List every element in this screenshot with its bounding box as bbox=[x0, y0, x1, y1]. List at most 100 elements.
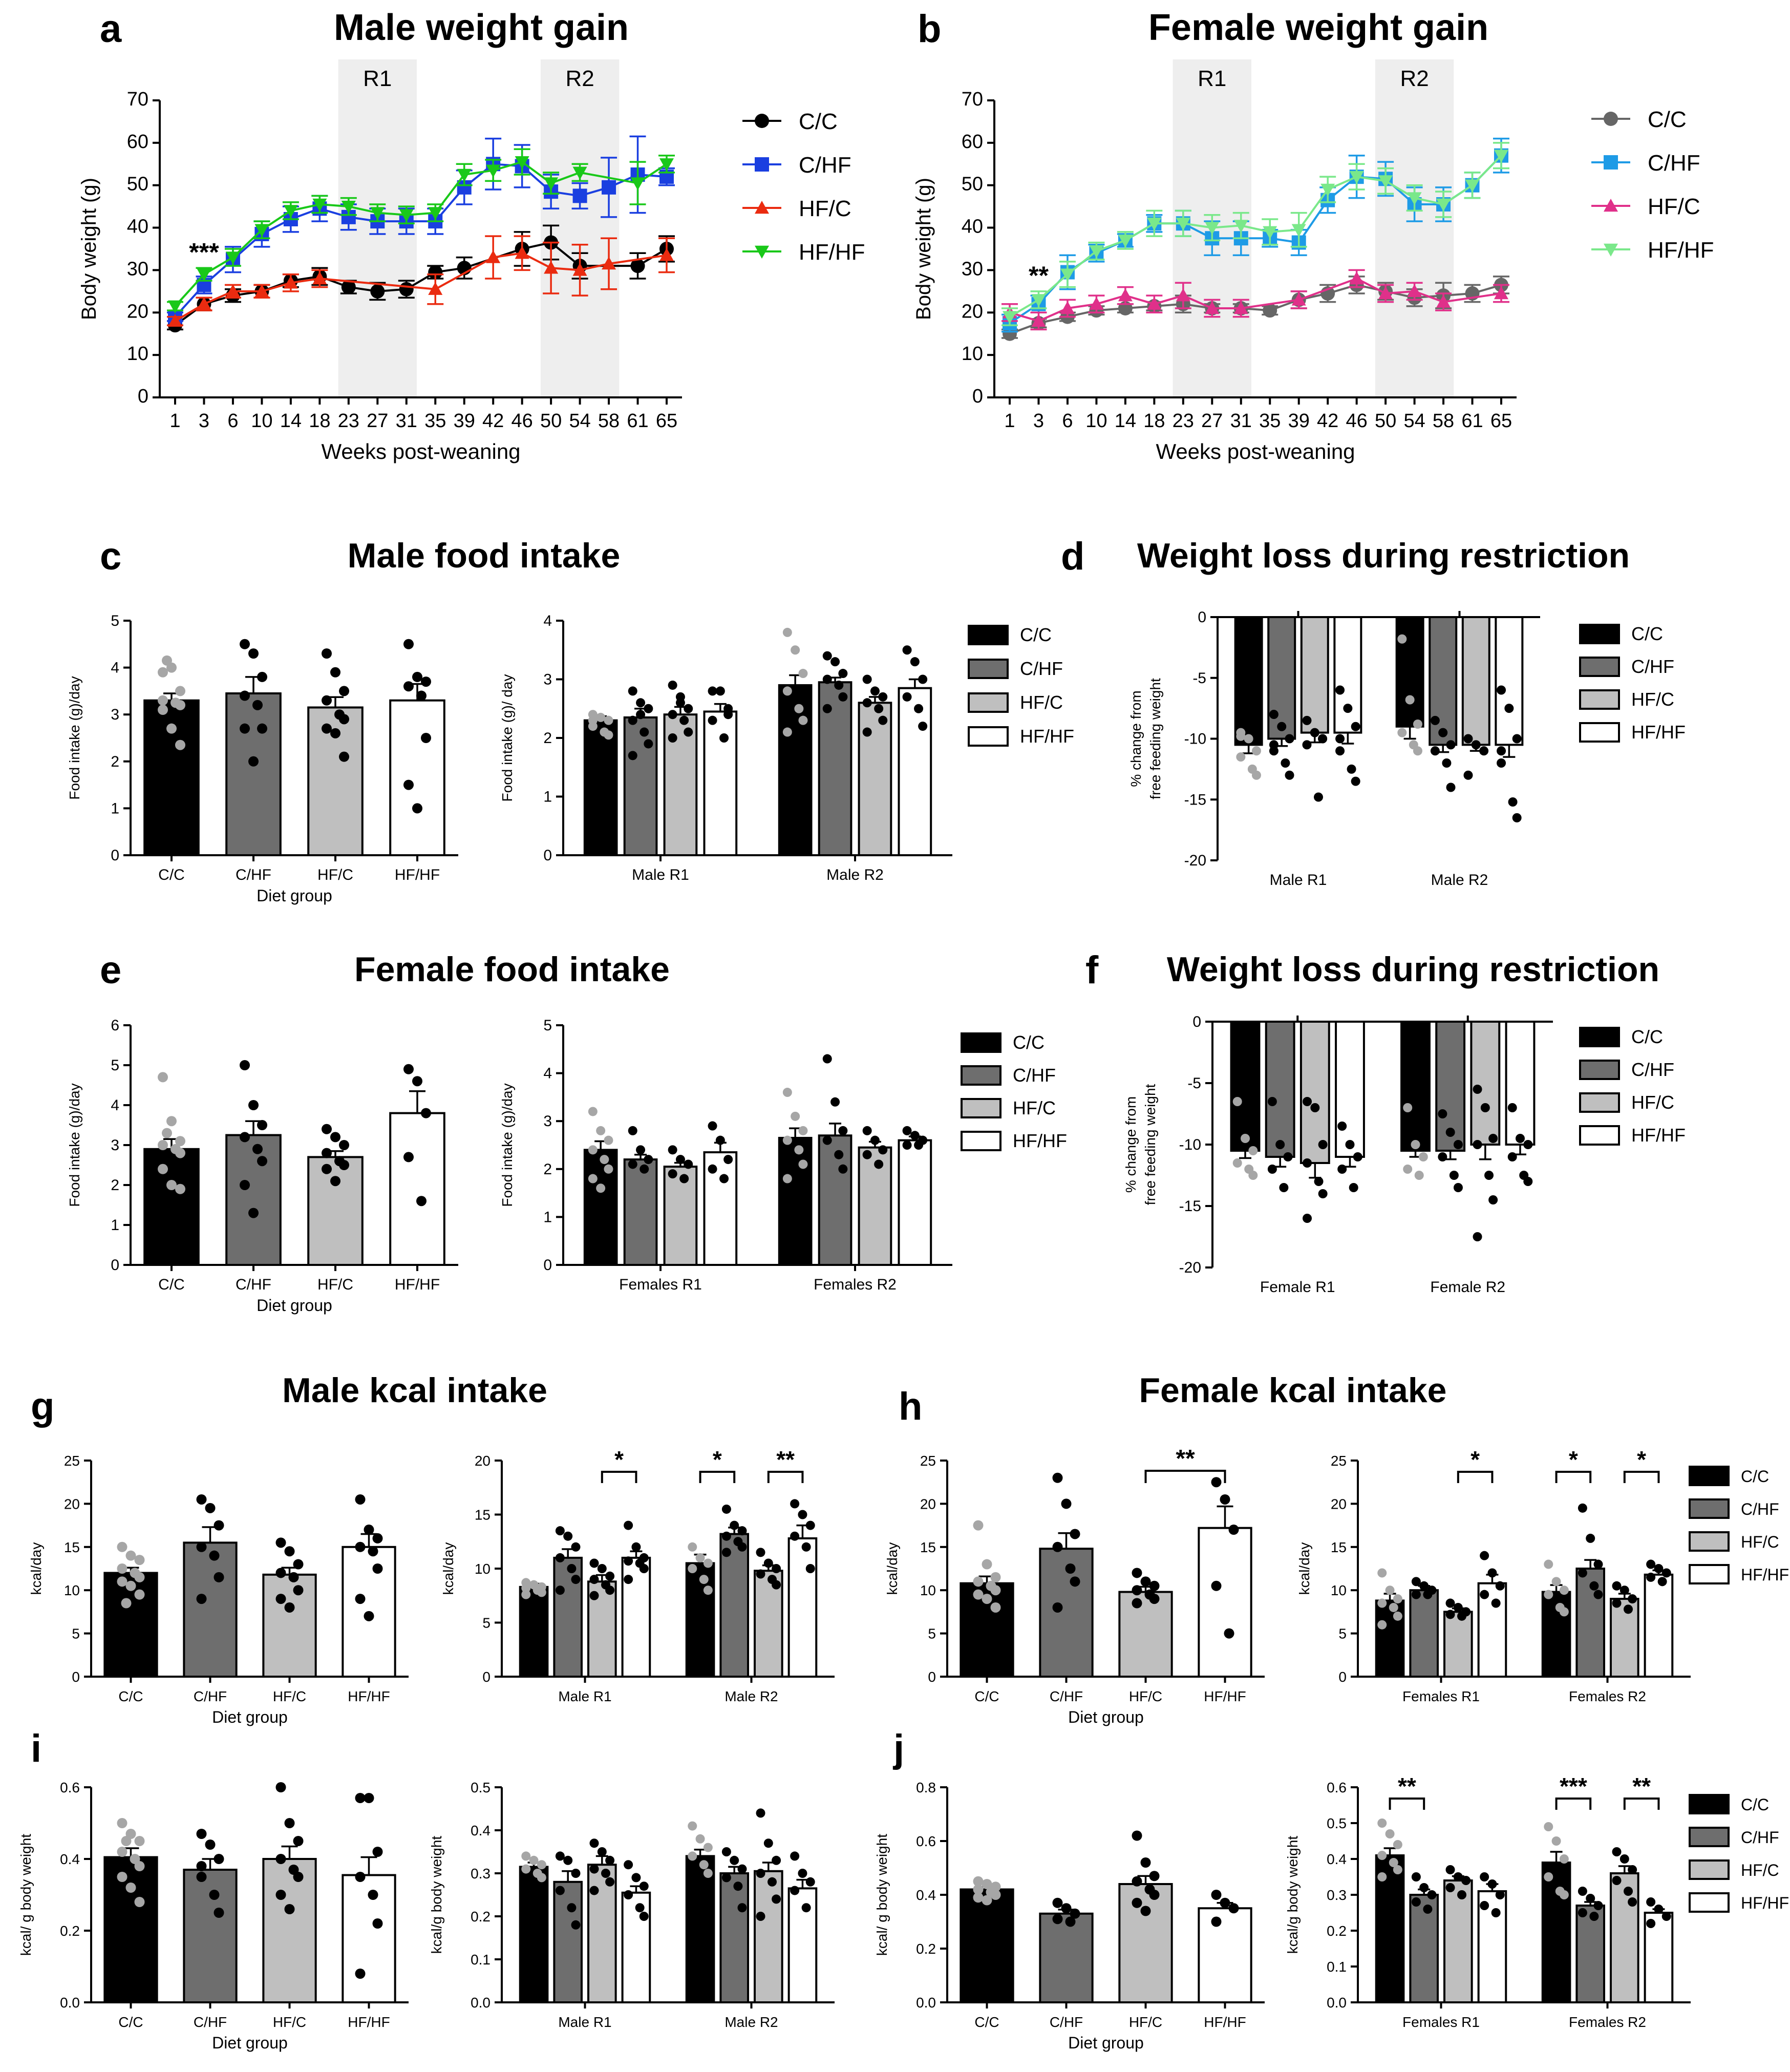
x-tick-label: C/HF bbox=[236, 1276, 271, 1293]
point-marker bbox=[1407, 192, 1422, 205]
data-point bbox=[1385, 1585, 1395, 1595]
y-tick-label: 0.4 bbox=[1327, 1851, 1347, 1867]
data-point bbox=[640, 1164, 649, 1174]
panel-letter: e bbox=[100, 948, 121, 992]
x-tick-label: Female R2 bbox=[1430, 1279, 1505, 1296]
data-point bbox=[1211, 1890, 1222, 1900]
point-marker bbox=[1436, 198, 1451, 212]
data-point bbox=[822, 704, 832, 713]
data-point bbox=[1377, 1819, 1387, 1828]
x-tick-label: HF/C bbox=[317, 1276, 353, 1293]
data-point bbox=[563, 1531, 573, 1541]
data-point bbox=[330, 667, 340, 678]
significance-label: * bbox=[1637, 1446, 1646, 1473]
x-tick-label: Female R1 bbox=[1260, 1279, 1335, 1296]
point-marker bbox=[312, 271, 327, 285]
data-point bbox=[1275, 1140, 1285, 1149]
significance-bracket bbox=[1555, 1798, 1592, 1810]
point-marker bbox=[254, 224, 269, 237]
panel-letter: d bbox=[1061, 535, 1084, 578]
point-marker bbox=[457, 168, 472, 182]
y-tick-label: 0.0 bbox=[60, 1995, 80, 2011]
data-point bbox=[1343, 704, 1353, 713]
data-point bbox=[782, 627, 792, 637]
x-tick-label: HF/C bbox=[273, 2014, 306, 2030]
x-tick-label: Male R1 bbox=[558, 2014, 611, 2030]
bar-group-c-c bbox=[143, 1072, 200, 1266]
data-point bbox=[596, 1183, 606, 1193]
data-point bbox=[1612, 1847, 1622, 1856]
point-marker bbox=[630, 177, 645, 191]
data-point bbox=[644, 704, 653, 713]
data-point bbox=[1052, 1914, 1063, 1925]
significance-label: *** bbox=[1560, 1773, 1587, 1800]
data-point bbox=[703, 1843, 713, 1852]
bar bbox=[623, 716, 658, 857]
data-point bbox=[555, 1886, 565, 1895]
series-line bbox=[174, 241, 668, 326]
data-point bbox=[1070, 1576, 1080, 1587]
data-point bbox=[403, 779, 414, 790]
point-marker bbox=[755, 201, 769, 214]
data-point bbox=[1232, 1097, 1242, 1106]
data-point bbox=[703, 1869, 713, 1878]
data-point bbox=[275, 1890, 286, 1900]
bar bbox=[262, 1858, 317, 2003]
data-point bbox=[589, 1558, 599, 1568]
data-point bbox=[1347, 764, 1356, 774]
bar-group-females-r1 bbox=[1375, 1551, 1507, 1678]
data-point bbox=[166, 1116, 177, 1127]
x-tick-label: 31 bbox=[1230, 410, 1252, 432]
point-marker bbox=[1089, 245, 1104, 259]
data-point bbox=[403, 1064, 414, 1074]
data-point bbox=[982, 1895, 992, 1906]
data-point bbox=[1389, 1858, 1398, 1867]
data-point bbox=[1445, 1128, 1455, 1137]
data-point bbox=[1559, 1607, 1569, 1617]
y-axis-label: Food intake (g)/day bbox=[67, 1083, 82, 1207]
y-tick-label: 5 bbox=[543, 1017, 552, 1034]
data-point bbox=[791, 645, 800, 655]
data-point bbox=[737, 1864, 747, 1874]
bar bbox=[719, 1872, 749, 2003]
y-tick-label: 0.6 bbox=[916, 1833, 936, 1849]
data-point bbox=[1544, 1822, 1553, 1831]
x-tick-label: 65 bbox=[1490, 410, 1512, 432]
y-axis-label: Food intake (g)/day bbox=[67, 676, 82, 799]
data-point bbox=[596, 712, 606, 722]
data-point bbox=[1335, 734, 1345, 744]
y-tick-label: -15 bbox=[1179, 1198, 1201, 1215]
data-point bbox=[257, 1120, 267, 1130]
point-marker bbox=[572, 263, 587, 276]
data-point bbox=[117, 1847, 127, 1857]
bar-group-hf-hf bbox=[342, 1494, 396, 1678]
data-point bbox=[364, 1793, 374, 1803]
x-tick-label: Females R2 bbox=[814, 1276, 897, 1293]
data-point bbox=[214, 1572, 224, 1582]
data-point bbox=[870, 686, 880, 696]
data-point bbox=[798, 669, 808, 679]
bar-group-c-c bbox=[960, 1876, 1014, 2003]
x-tick-label: C/C bbox=[158, 1276, 185, 1293]
bar bbox=[1234, 616, 1263, 746]
legend-label: HF/C bbox=[799, 196, 851, 221]
data-point bbox=[1411, 1897, 1421, 1907]
data-point bbox=[588, 1174, 598, 1183]
legend-swatch bbox=[1579, 624, 1620, 644]
data-point bbox=[1337, 1165, 1347, 1174]
y-tick-label: 0.0 bbox=[471, 1995, 491, 2011]
x-tick-label: 39 bbox=[454, 410, 475, 432]
y-tick-label: 0 bbox=[928, 1669, 936, 1685]
y-tick-label: 0 bbox=[482, 1669, 491, 1685]
significance-label: ** bbox=[1176, 1445, 1195, 1472]
chart-title: Male weight gain bbox=[334, 7, 629, 48]
y-tick-label: 20 bbox=[127, 301, 148, 322]
y-tick-label: 0.1 bbox=[471, 1952, 491, 1968]
data-point bbox=[973, 1576, 984, 1587]
data-point bbox=[782, 1174, 792, 1183]
data-point bbox=[1453, 1140, 1463, 1149]
data-point bbox=[1313, 792, 1323, 802]
legend-label: HF/C bbox=[1648, 194, 1700, 219]
y-axis-label: free feeding weight bbox=[1142, 1084, 1158, 1205]
data-point bbox=[1438, 728, 1448, 737]
